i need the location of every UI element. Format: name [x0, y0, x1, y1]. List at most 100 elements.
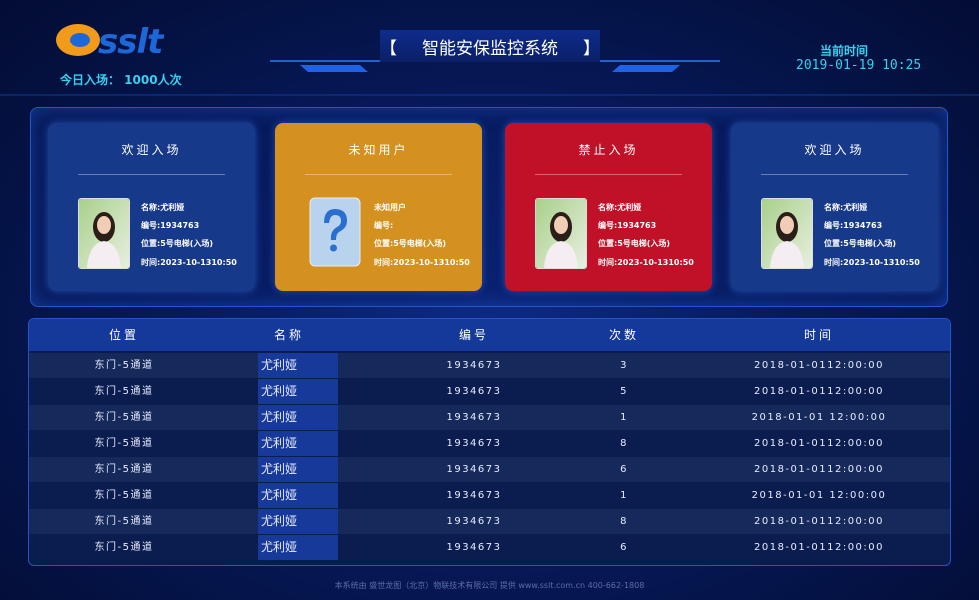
table-row: 东门-5通道 尤利娅 1934673 6 2018-01-0112:00:00 [29, 535, 950, 560]
logo-text: sslt [98, 22, 163, 62]
card: 欢迎入场 名称:尤利娅 编号:1934763 位置:5号电梯(入场) 时间:2023-1… [731, 123, 938, 291]
table: 位置 名称 编号 次数 时间 东门-5通道 尤利娅 1934673 3 2018-01-0112:… [28, 318, 951, 566]
table-cell: 1934673 [446, 490, 502, 501]
table-cell: 2018-01-0112:00:00 [753, 438, 885, 449]
card-text: 名称:尤利娅 [141, 203, 185, 212]
table-cell: 2018-01-0112:00:00 [753, 360, 885, 371]
card-text: 位置:5号电梯(入场) [824, 239, 897, 248]
card-text: 位置:5号电梯(入场) [141, 239, 214, 248]
table-cell: 8 [620, 516, 628, 527]
title-box: 【 智能安保监控系统 】 [380, 30, 600, 62]
table-cell: 尤利娅 [258, 431, 338, 456]
card-text: 编号:1934763 [141, 221, 200, 230]
table-cell: 1934673 [446, 386, 502, 397]
divider [535, 174, 682, 175]
table-cell: 6 [620, 542, 628, 553]
card-text: 编号:1934763 [824, 221, 883, 230]
table-cell: 东门-5通道 [94, 542, 154, 553]
photo [535, 198, 587, 269]
table-cell: 1934673 [446, 516, 502, 527]
card-text: 名称:尤利娅 [824, 203, 868, 212]
table-cell: 东门-5通道 [94, 360, 154, 371]
card-text: 名称:尤利娅 [598, 203, 642, 212]
table-header-cell: 位置 [108, 328, 139, 342]
card-text: 未知用户 [374, 203, 406, 212]
photo-img [79, 199, 129, 268]
card-text: 位置:5号电梯(入场) [598, 239, 671, 248]
table-header-cell: 名称 [273, 328, 304, 342]
table-cell: 1934673 [446, 360, 502, 371]
table-cell: 尤利娅 [258, 457, 338, 482]
table-cell: 1 [620, 412, 628, 423]
table-cell: 东门-5通道 [94, 438, 154, 449]
card: 禁止入场名称:尤利娅编号:1934763 位置:5号电梯(入场) 时间:2023-1… [505, 123, 712, 291]
table-cell: 尤利娅 [258, 483, 338, 508]
card-title: 欢迎入场 [121, 143, 182, 157]
table-header-cell: 次数 [608, 328, 639, 342]
table-cell: 1934673 [446, 412, 502, 423]
table-cell: 东门-5通道 [94, 464, 154, 475]
divider [761, 174, 908, 175]
photo [761, 198, 813, 269]
table-cell: 尤利娅 [258, 535, 338, 560]
logo-mark [70, 33, 90, 47]
table-cell: 东门-5通道 [94, 490, 154, 501]
photo [309, 197, 361, 271]
table-cell: 6 [620, 464, 628, 475]
card-title: 禁止入场 [578, 143, 639, 157]
table-header-cell: 编号 [458, 328, 489, 342]
table-cell: 东门-5通道 [94, 386, 154, 397]
table-cell: 尤利娅 [258, 509, 338, 534]
table-row: 东门-5通道 尤利娅 1934673 1 2018-01-01 12:00:00 [29, 405, 950, 430]
photo-img [762, 199, 812, 268]
table-cell: 2018-01-0112:00:00 [753, 516, 885, 527]
time-label: 当前时间 [820, 44, 869, 58]
bracket: 【 [380, 38, 397, 59]
footer: 本系统由 盛世龙图（北京）物联技术有限公司 提供 www.sslt.com.cn… [334, 581, 645, 590]
card: 欢迎入场名称:尤利娅编号:1934763 位置:5号电梯(入场) 时间:2023-1… [48, 123, 255, 291]
table-header [29, 319, 950, 351]
table-row: 东门-5通道 尤利娅 1934673 8 2018-01-0112:00:00 [29, 431, 950, 456]
table-row: 东门-5通道 尤利娅 1934673 3 2018-01-0112:00:00 [29, 353, 950, 378]
table-cell: 2018-01-01 12:00:00 [751, 490, 887, 501]
card: 未知用户 未知用户 编号: 位置:5号电梯(入场) 时间:2023-10-1310:50 [275, 123, 482, 291]
card-text: 编号: [374, 221, 394, 230]
card-text: 编号:1934763 [598, 221, 657, 230]
table-cell: 2018-01-0112:00:00 [753, 464, 885, 475]
table-cell: 1934673 [446, 438, 502, 449]
decor [300, 65, 368, 72]
table-cell: 东门-5通道 [94, 516, 154, 527]
table-row: 东门-5通道 尤利娅 1934673 5 2018-01-0112:00:00 [29, 379, 950, 404]
today-entry: 今日入场： 1000人次 [60, 73, 182, 87]
table-cell: 尤利娅 [258, 353, 338, 378]
decor [612, 65, 680, 72]
table-row: 东门-5通道 尤利娅 1934673 8 2018-01-0112:00:00 [29, 509, 950, 534]
table-cell: 尤利娅 [258, 379, 338, 404]
table-cell: 8 [620, 438, 628, 449]
header-decor [0, 24, 979, 96]
table-cell: 3 [620, 360, 628, 371]
table-cell: 1 [620, 490, 628, 501]
table-cell: 尤利娅 [258, 405, 338, 430]
card-text: 时间:2023-10-1310:50 [374, 258, 470, 267]
card-text: 时间:2023-10-1310:50 [141, 258, 237, 267]
table-cell: 2018-01-01 12:00:00 [751, 412, 887, 423]
title: 智能安保监控系统 [422, 38, 558, 59]
table-cell: 1934673 [446, 542, 502, 553]
card-title: 未知用户 [348, 143, 409, 157]
table-header-cell: 时间 [803, 328, 834, 342]
table-cell: 5 [620, 386, 628, 397]
table-cell: 2018-01-0112:00:00 [753, 386, 885, 397]
table-row: 东门-5通道 尤利娅 1934673 6 2018-01-0112:00:00 [29, 457, 950, 482]
card-text: 时间:2023-10-1310:50 [824, 258, 920, 267]
unknown-icon [309, 197, 361, 267]
photo-img [536, 199, 586, 268]
card-text: 时间:2023-10-1310:50 [598, 258, 694, 267]
photo [78, 198, 130, 269]
divider [78, 174, 225, 175]
divider [305, 174, 452, 175]
table-cell: 2018-01-0112:00:00 [753, 542, 885, 553]
time-value: 2019-01-19 10:25 [796, 58, 922, 73]
table-cell: 1934673 [446, 464, 502, 475]
